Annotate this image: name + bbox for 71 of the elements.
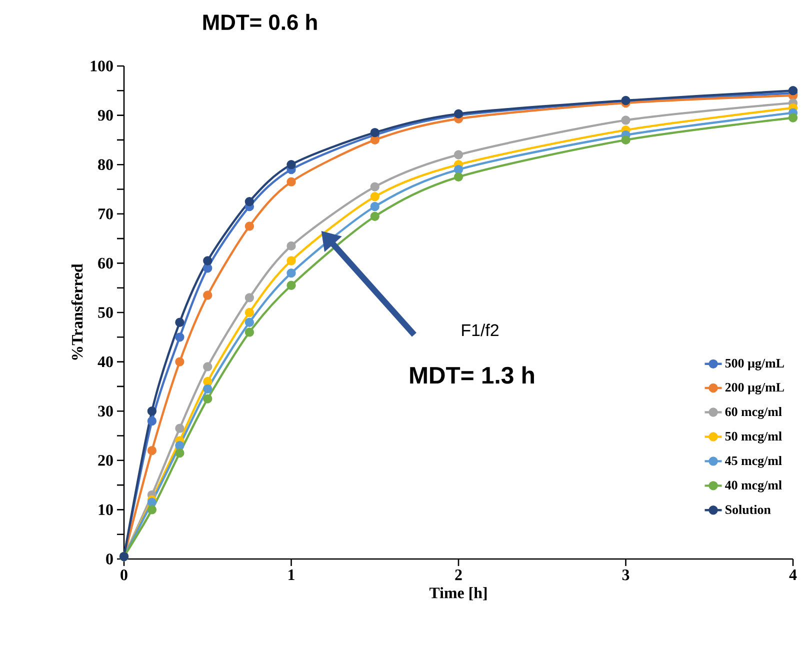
legend-label: 200 µg/mL [725, 382, 784, 394]
point [286, 160, 296, 170]
point [203, 376, 212, 386]
point [175, 424, 184, 433]
point [147, 416, 157, 426]
point [203, 256, 212, 266]
y-tick-label: 70 [98, 208, 113, 220]
x-axis-title: Time [h] [429, 587, 487, 600]
annotation: MDT= 1.3 h [410, 366, 534, 384]
point [244, 328, 254, 337]
y-tick-label: 50 [98, 307, 113, 318]
point [286, 268, 296, 278]
point [244, 293, 254, 302]
point [244, 308, 254, 318]
point [370, 212, 380, 221]
y-tick-label: 0 [106, 554, 113, 564]
x-tick-label: 4 [789, 570, 797, 580]
point [788, 113, 798, 122]
point [286, 177, 296, 186]
x-tick-label: 3 [622, 570, 630, 580]
annotation: F1/f2 [462, 324, 498, 336]
point [286, 241, 296, 251]
x-tick-label: 0 [120, 570, 128, 580]
point [370, 182, 380, 192]
point [454, 172, 464, 182]
point [621, 116, 630, 125]
y-axis-title: %Transferred [71, 264, 83, 360]
legend-label: 500 µg/mL [725, 358, 784, 370]
text: MDT= 0.6 h [203, 14, 317, 30]
point [621, 135, 630, 145]
point [370, 202, 380, 212]
y-tick-label: 90 [98, 110, 113, 121]
point [244, 222, 254, 231]
point [788, 86, 798, 96]
legend-label: Solution [726, 504, 771, 514]
point [370, 135, 380, 145]
point [175, 318, 184, 327]
point [147, 406, 157, 416]
y-tick-label: 100 [90, 60, 113, 72]
x-tick-label: 2 [455, 570, 462, 580]
point [203, 394, 212, 404]
point [175, 332, 184, 342]
y-tick-label: 80 [98, 159, 113, 170]
legend-label: 60 mcg/ml [725, 407, 782, 419]
point [370, 128, 380, 138]
point [147, 505, 157, 514]
y-tick-label: 30 [98, 406, 113, 416]
point [175, 441, 184, 450]
legend-label: 50 mcg/ml [725, 432, 782, 444]
point [203, 264, 212, 273]
point [454, 150, 464, 160]
y-tick-label: 10 [98, 504, 113, 516]
point [147, 446, 157, 456]
point [244, 318, 254, 327]
point [147, 498, 157, 507]
x-tick-label: 1 [288, 570, 294, 580]
y-tick-label: 20 [98, 455, 113, 466]
y-tick-label: 60 [98, 258, 113, 269]
legend-label: 40 mcg/ml [725, 480, 782, 492]
point [175, 448, 184, 458]
point [370, 192, 380, 202]
point [203, 384, 212, 394]
point [286, 256, 296, 266]
point [244, 196, 254, 206]
legend-label: 45 mcg/ml [725, 456, 782, 468]
point [203, 290, 212, 300]
y-tick-label: 40 [98, 356, 113, 368]
point [175, 357, 184, 366]
point [454, 164, 464, 174]
point [203, 362, 212, 372]
point [286, 280, 296, 290]
